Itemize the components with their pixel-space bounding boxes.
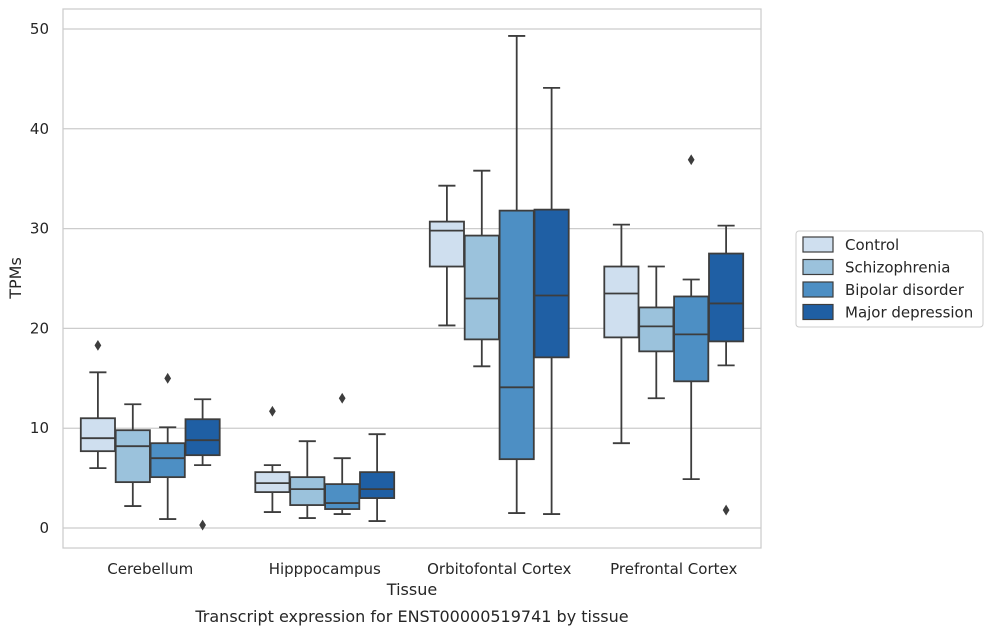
legend-items: Control Schizophrenia Bipolar disorder Majo… <box>802 236 973 322</box>
y-tick-label: 10 <box>30 419 49 437</box>
legend-frame <box>795 230 984 328</box>
box-plot <box>498 35 535 514</box>
box-plot <box>673 154 710 481</box>
legend-label: Major depression <box>845 304 973 322</box>
box <box>114 429 151 484</box>
y-tick-label: 30 <box>30 220 49 238</box>
box-plot <box>463 169 500 368</box>
chart-caption: Transcript expression for ENST0000051974… <box>194 607 628 626</box>
outlier-point <box>199 519 206 531</box>
y-tick-label: 0 <box>39 519 49 537</box>
box-series <box>79 35 745 531</box>
box-plot <box>359 433 396 522</box>
y-tick-label: 50 <box>30 20 49 38</box>
box-plot <box>533 86 570 515</box>
legend-item: Major depression <box>802 303 973 322</box>
y-axis-title: TPMs <box>6 257 25 300</box>
legend-label: Bipolar disorder <box>845 281 965 299</box>
legend: Control Schizophrenia Bipolar disorder Majo… <box>795 230 984 328</box>
x-tick-label: Prefrontal Cortex <box>610 560 737 578</box>
box-plot <box>79 339 116 470</box>
box <box>708 252 745 343</box>
box-plot <box>708 224 745 516</box>
outlier-point <box>164 372 172 384</box>
x-axis-title: Tissue <box>386 580 437 599</box>
x-tick-label: Orbitofontal Cortex <box>427 560 571 578</box>
legend-label: Schizophrenia <box>845 259 950 277</box>
y-tick-label: 40 <box>30 120 49 138</box>
box-plot <box>254 405 291 513</box>
legend-item: Bipolar disorder <box>802 281 965 299</box>
x-tick-labels: Cerebellum Hipppocampus Orbitofontal Corte… <box>107 560 737 578</box>
box <box>254 471 291 494</box>
outlier-point <box>94 339 102 351</box>
legend-item: Control <box>802 236 899 254</box>
box <box>638 306 675 353</box>
box <box>79 417 116 453</box>
box-plot <box>428 184 465 327</box>
outlier-point <box>338 392 346 404</box>
box <box>289 476 326 506</box>
box-plot <box>289 440 326 519</box>
box <box>498 209 535 461</box>
box-plot <box>114 403 151 507</box>
box-plot <box>184 398 221 531</box>
legend-item: Schizophrenia <box>802 258 950 277</box>
box <box>184 418 221 457</box>
x-tick-label: Cerebellum <box>107 560 193 578</box>
box <box>359 471 396 499</box>
box <box>428 220 465 268</box>
y-tick-label: 20 <box>30 319 49 337</box>
outlier-point <box>269 405 276 417</box>
box <box>149 442 186 479</box>
plot-area-frame <box>62 8 762 549</box>
legend-swatch <box>802 303 834 321</box>
outlier-point <box>687 154 695 166</box>
box <box>673 295 710 383</box>
x-tick-label: Hipppocampus <box>269 560 381 578</box>
outlier-point <box>722 504 730 516</box>
legend-swatch <box>802 236 834 253</box>
legend-swatch <box>802 258 834 276</box>
box <box>324 483 361 510</box>
box <box>463 234 500 341</box>
legend-swatch <box>802 281 834 298</box>
box-plot <box>149 372 186 520</box>
box-plot <box>603 223 640 445</box>
gridlines <box>63 28 761 529</box>
box-plot <box>324 392 361 515</box>
box-plot <box>638 265 675 400</box>
box <box>533 208 570 359</box>
y-tick-labels: 0 10 20 30 40 50 <box>30 20 49 537</box>
box <box>603 265 640 339</box>
legend-label: Control <box>845 236 899 254</box>
